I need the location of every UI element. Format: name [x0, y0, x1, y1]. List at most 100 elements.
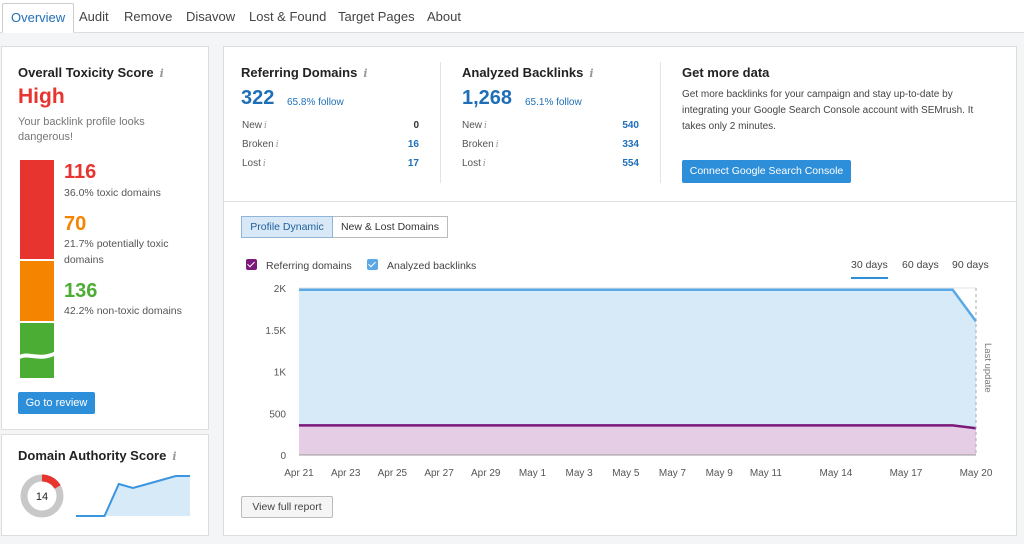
backlinks-title-text: Analyzed Backlinks: [462, 65, 584, 80]
legend-label: Referring domains: [266, 260, 352, 272]
info-icon[interactable]: i: [589, 67, 594, 80]
row-label-text: Lost: [462, 158, 481, 169]
referring-title: Referring Domains i: [241, 65, 368, 80]
scale-break-icon: [18, 351, 56, 360]
divider: [660, 62, 661, 183]
x-tick-label: May 1: [519, 468, 547, 479]
series-line: [299, 288, 978, 323]
info-icon[interactable]: i: [495, 140, 499, 150]
last-update-label: Last update: [982, 343, 993, 393]
view-full-report-button[interactable]: View full report: [241, 496, 333, 518]
tab-about[interactable]: About: [427, 9, 461, 24]
checkbox-icon: [367, 259, 378, 270]
tab-remove[interactable]: Remove: [124, 9, 173, 24]
range-60-days[interactable]: 60 days: [902, 259, 939, 271]
authority-sparkline: [76, 475, 190, 517]
tab-target-pages[interactable]: Target Pages: [338, 9, 415, 24]
series-line: [299, 424, 977, 430]
referring-title-text: Referring Domains: [241, 65, 358, 80]
authority-value: 14: [36, 491, 48, 503]
checkbox-icon: [246, 259, 257, 270]
info-icon[interactable]: i: [264, 121, 267, 131]
backlinks-lost-value[interactable]: 554: [622, 158, 639, 169]
sparkline-area: [76, 476, 190, 516]
potentially-toxic-count: 70: [64, 213, 87, 235]
series-area: [299, 425, 976, 455]
x-tick-label: May 17: [890, 468, 923, 479]
x-tick-label: May 9: [706, 468, 734, 479]
tab-new-lost-domains[interactable]: New & Lost Domains: [333, 216, 448, 238]
x-tick-label: May 20: [960, 468, 993, 479]
backlinks-row-label: Lost i: [462, 158, 486, 169]
y-tick-label: 1K: [274, 368, 287, 379]
x-tick-label: May 3: [566, 468, 594, 479]
row-label-text: New: [462, 120, 483, 131]
x-tick-label: Apr 21: [284, 468, 314, 479]
connect-gsc-button[interactable]: Connect Google Search Console: [682, 160, 851, 183]
referring-row-label: Lost i: [242, 158, 266, 169]
referring-total[interactable]: 322: [241, 87, 275, 109]
range-90-days[interactable]: 90 days: [952, 259, 989, 271]
info-icon[interactable]: i: [262, 159, 266, 169]
info-icon[interactable]: i: [275, 140, 279, 150]
x-tick-label: May 11: [750, 468, 782, 479]
backlinks-broken-value[interactable]: 334: [622, 139, 639, 150]
backlinks-row-label: Broken i: [462, 139, 499, 150]
tab-lost-found[interactable]: Lost & Found: [249, 9, 327, 24]
referring-broken-value[interactable]: 16: [407, 139, 419, 150]
referring-lost-value[interactable]: 17: [407, 158, 419, 169]
authority-title: Domain Authority Score i: [18, 448, 177, 463]
backlinks-row-label: New i: [462, 120, 487, 131]
backlinks-follow: 65.1% follow: [525, 97, 582, 108]
go-to-review-button[interactable]: Go to review: [18, 392, 95, 414]
backlinks-total[interactable]: 1,268: [462, 87, 513, 109]
x-tick-label: Apr 29: [471, 468, 501, 479]
divider: [224, 201, 1016, 202]
referring-row-label: New i: [242, 120, 267, 131]
tab-overview[interactable]: Overview: [2, 3, 75, 33]
info-icon[interactable]: i: [172, 450, 177, 463]
backlink-chart: 2K 1.5K 1K 500 0 Last update Apr 21 Apr 23 Apr 2…: [265, 284, 993, 479]
y-tick-label: 1.5K: [265, 326, 286, 337]
tab-disavow[interactable]: Disavow: [186, 9, 236, 24]
referring-new-value: 0: [413, 120, 419, 131]
range-30-days[interactable]: 30 days: [851, 259, 888, 279]
row-label-text: Lost: [242, 158, 261, 169]
legend-referring-domains[interactable]: Referring domains: [246, 259, 352, 272]
y-tick-label: 500: [269, 409, 286, 420]
authority-gauge: 14: [20, 474, 64, 518]
divider: [440, 62, 441, 183]
non-toxic-bar: [20, 323, 54, 378]
toxicity-level: High: [18, 85, 65, 108]
referring-row-label: Broken i: [242, 139, 279, 150]
referring-follow: 65.8% follow: [287, 97, 344, 108]
get-more-data-text: Get more backlinks for your campaign and…: [682, 89, 974, 132]
x-tick-label: Apr 27: [424, 468, 454, 479]
x-tick-label: Apr 23: [331, 468, 361, 479]
info-icon[interactable]: i: [159, 67, 164, 80]
toxic-label: 36.0% toxic domains: [64, 187, 161, 199]
info-icon[interactable]: i: [363, 67, 368, 80]
toxic-bar: [20, 160, 54, 259]
legend-analyzed-backlinks[interactable]: Analyzed backlinks: [367, 259, 476, 272]
get-more-data-title: Get more data: [682, 65, 770, 80]
backlinks-title: Analyzed Backlinks i: [462, 65, 594, 80]
row-label-text: Broken: [242, 139, 274, 150]
backlinks-new-value[interactable]: 540: [622, 120, 639, 131]
authority-title-text: Domain Authority Score: [18, 448, 167, 463]
legend-label: Analyzed backlinks: [387, 260, 477, 272]
info-icon[interactable]: i: [484, 121, 487, 131]
tab-audit[interactable]: Audit: [79, 9, 109, 24]
x-tick-label: May 14: [820, 468, 853, 479]
sparkline-line: [76, 475, 190, 517]
toxic-count: 116: [64, 161, 97, 183]
row-label-text: New: [242, 120, 263, 131]
toxicity-description: Your backlink profile looks dangerous!: [18, 116, 145, 143]
x-tick-label: May 5: [612, 468, 640, 479]
info-icon[interactable]: i: [482, 159, 486, 169]
row-label-text: Broken: [462, 139, 494, 150]
x-tick-label: Apr 25: [378, 468, 408, 479]
tab-profile-dynamic[interactable]: Profile Dynamic: [241, 216, 333, 238]
toxicity-title-text: Overall Toxicity Score: [18, 65, 154, 80]
potentially-toxic-label: 21.7% potentially toxic domains: [64, 238, 169, 266]
